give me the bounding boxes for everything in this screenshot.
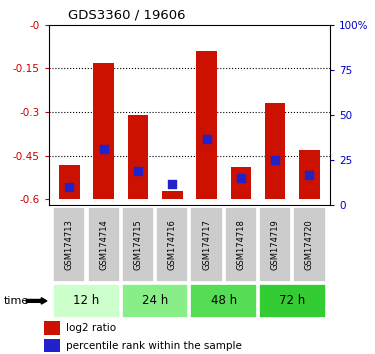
Text: 48 h: 48 h: [211, 295, 237, 307]
Text: GSM174720: GSM174720: [305, 219, 314, 270]
Bar: [53, 207, 86, 282]
Text: GSM174714: GSM174714: [99, 219, 108, 270]
Bar: [231, 167, 251, 200]
Text: GDS3360 / 19606: GDS3360 / 19606: [68, 8, 185, 21]
Bar: [259, 207, 291, 282]
Bar: [156, 207, 188, 282]
Bar: [87, 207, 120, 282]
Bar: [44, 321, 60, 335]
Point: [135, 168, 141, 174]
Bar: [190, 284, 257, 318]
Text: time: time: [4, 296, 29, 306]
Bar: [122, 207, 154, 282]
Bar: [265, 103, 285, 200]
Bar: [225, 207, 257, 282]
Bar: [162, 191, 183, 200]
Bar: [93, 63, 114, 200]
Point: [272, 157, 278, 163]
Text: 72 h: 72 h: [279, 295, 305, 307]
Text: GSM174715: GSM174715: [134, 219, 142, 270]
Bar: [293, 207, 326, 282]
Point: [100, 147, 106, 152]
Text: GSM174716: GSM174716: [168, 219, 177, 270]
Bar: [259, 284, 326, 318]
Bar: [122, 284, 188, 318]
Text: 12 h: 12 h: [74, 295, 100, 307]
Point: [238, 176, 244, 181]
Bar: [59, 165, 80, 200]
Point: [169, 181, 175, 187]
Bar: [196, 51, 217, 200]
Bar: [190, 207, 223, 282]
Text: GSM174713: GSM174713: [65, 219, 74, 270]
Bar: [53, 284, 120, 318]
Bar: [128, 115, 148, 200]
Text: log2 ratio: log2 ratio: [66, 323, 116, 333]
Text: GSM174717: GSM174717: [202, 219, 211, 270]
Point: [306, 172, 312, 177]
Text: 24 h: 24 h: [142, 295, 168, 307]
Point: [66, 184, 72, 190]
Bar: [44, 339, 60, 352]
Bar: [299, 150, 320, 200]
Text: percentile rank within the sample: percentile rank within the sample: [66, 341, 242, 350]
Point: [204, 136, 210, 141]
Text: GSM174718: GSM174718: [236, 219, 245, 270]
Text: GSM174719: GSM174719: [271, 219, 280, 270]
